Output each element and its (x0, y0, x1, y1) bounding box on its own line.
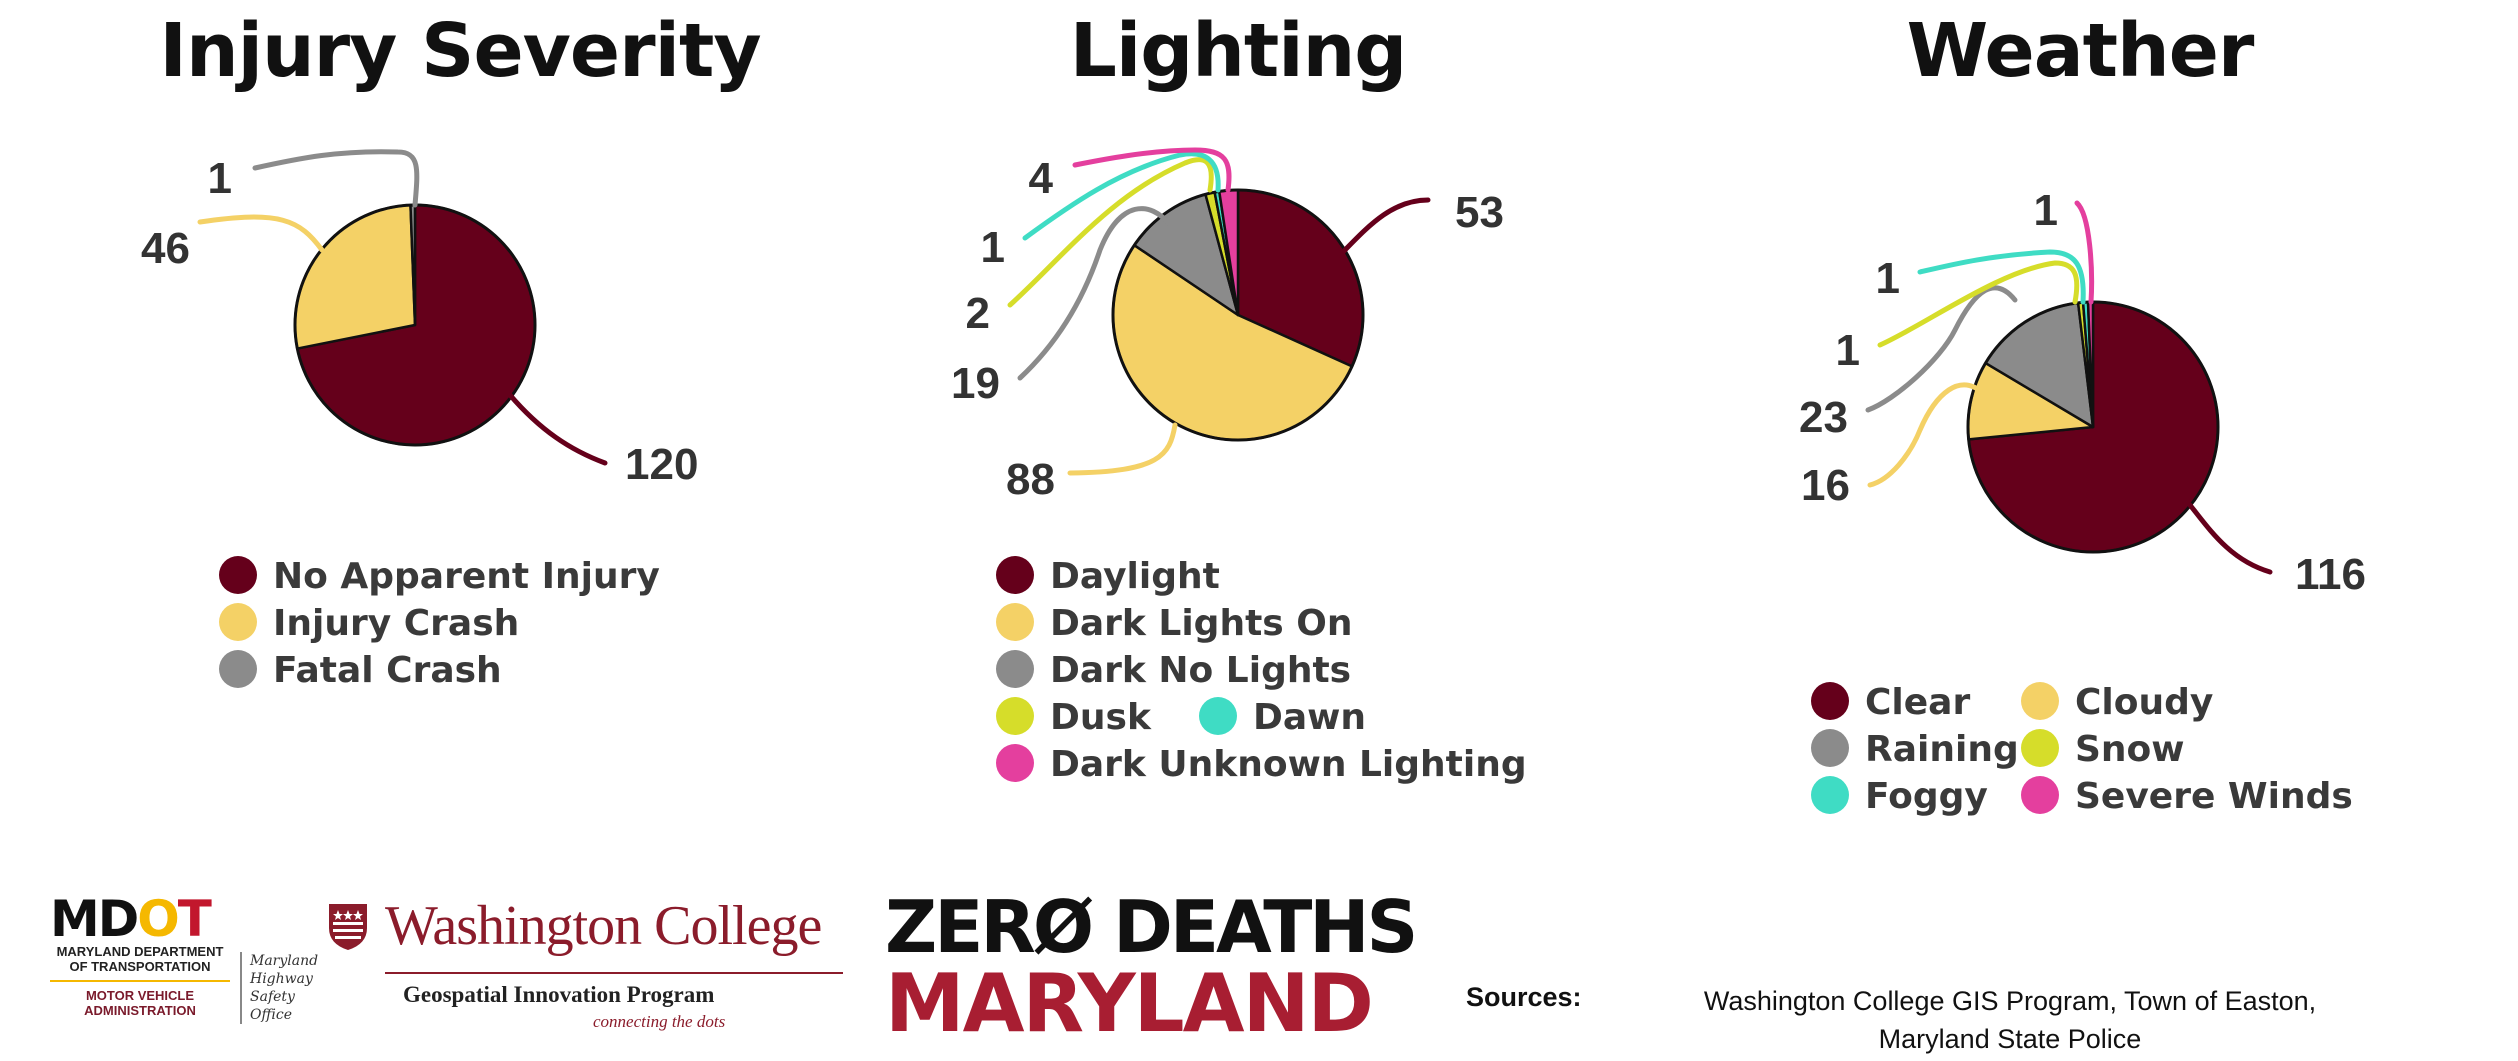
leader-line-raining (1865, 285, 2018, 413)
pie-charts-canvas: 120 46 1 No Apparent Injury Injury Crash Fata… (141, 147, 2366, 817)
value-label-snow: 1 (1836, 326, 1860, 375)
leader-line-cloudy (1867, 382, 1988, 488)
legend-label-fatal-crash: Fatal Crash (273, 650, 502, 691)
value-label-dark-lights-on: 88 (1006, 455, 1055, 504)
value-label-dusk: 2 (966, 289, 990, 338)
zero-deaths-logo: ZERØ DEATHS MARYLAND (885, 890, 1425, 1050)
legend-swatch-snow (2021, 729, 2059, 767)
legend-swatch-dark-no-lights (996, 650, 1034, 688)
legend-swatch-fatal-crash (219, 650, 257, 688)
value-label-foggy: 1 (1876, 254, 1900, 303)
legend-label-clear: Clear (1865, 682, 1970, 723)
college-seal-icon (329, 904, 367, 950)
legend-swatch-foggy (1811, 776, 1849, 814)
mdot-safety-office: Maryland Highway Safety Office (250, 953, 319, 1023)
value-label-dark-unknown-lighting: 4 (1029, 154, 1054, 203)
legend-label-cloudy: Cloudy (2075, 682, 2213, 723)
legend-swatch-dark-lights-on (996, 603, 1034, 641)
legend-label-dark-lights-on: Dark Lights On (1050, 603, 1352, 644)
pie-outline (1111, 188, 1365, 442)
value-label-severe-winds: 1 (2034, 186, 2058, 235)
washington-college-logo: Washington College Geospatial Innovation… (325, 894, 845, 1044)
injury-severity-title: Injury Severity (159, 8, 761, 94)
leader-line-dusk (1007, 157, 1214, 308)
legend-swatch-cloudy (2021, 682, 2059, 720)
value-label-dark-no-lights: 19 (951, 359, 1000, 408)
legend-swatch-no-apparent-injury (219, 556, 257, 594)
legend-swatch-severe-winds (2021, 776, 2059, 814)
sources-line2: Maryland State Police (1878, 1024, 2142, 1054)
zero-deaths-line1: ZERØ DEATHS (885, 885, 1418, 969)
zero-deaths-line2: MARYLAND (885, 957, 1374, 1050)
legend-label-dark-unknown-lighting: Dark Unknown Lighting (1050, 744, 1527, 785)
legend-label-foggy: Foggy (1865, 776, 1988, 817)
mdot-divider-line (50, 980, 230, 982)
legend-label-injury-crash: Injury Crash (273, 603, 519, 644)
legend-swatch-daylight (996, 556, 1034, 594)
mdot-logo: MDOT MARYLAND DEPARTMENT OF TRANSPORTATI… (50, 890, 318, 1044)
college-name: Washington College (385, 895, 822, 957)
sources-line1: Washington College GIS Program, Town of … (1703, 986, 2317, 1016)
legend-label-snow: Snow (2075, 729, 2185, 770)
sources-label: Sources: (1466, 982, 1582, 1012)
leader-line-dark-unknown-lighting (1072, 147, 1232, 193)
weather-title: Weather (1906, 8, 2255, 94)
value-label-cloudy: 16 (1801, 461, 1850, 510)
leader-line-daylight (1337, 197, 1431, 258)
college-rule (385, 972, 843, 974)
leader-line-severe-winds (2074, 200, 2095, 305)
legend-swatch-raining (1811, 729, 1849, 767)
legend-label-no-apparent-injury: No Apparent Injury (273, 556, 660, 597)
pie-slice-injury-crash (293, 203, 417, 350)
program-name: Geospatial Innovation Program (403, 982, 715, 1007)
legend-label-daylight: Daylight (1050, 556, 1220, 597)
leader-line-clear (2187, 502, 2273, 575)
value-label-injury-crash: 46 (141, 224, 190, 273)
leader-line-fatal-crash (252, 149, 420, 208)
value-label-no-apparent-injury: 120 (625, 440, 698, 489)
leader-line-dawn (1022, 151, 1221, 241)
value-label-clear: 116 (2295, 550, 2366, 599)
leader-line-dark-no-lights (1017, 206, 1173, 381)
legend-label-dusk: Dusk (1050, 697, 1152, 738)
value-label-dawn: 1 (981, 223, 1005, 272)
value-label-daylight: 53 (1455, 188, 1504, 237)
leader-line-no-apparent-injury (507, 392, 608, 466)
legend-swatch-clear (1811, 682, 1849, 720)
mdot-vertical-divider (240, 952, 242, 1024)
footer: MDOT MARYLAND DEPARTMENT OF TRANSPORTATI… (0, 880, 2518, 1061)
mdot-wordmark: MDOT (50, 890, 212, 948)
legend-label-severe-winds: Severe Winds (2075, 776, 2353, 817)
lighting-title: Lighting (1069, 8, 1408, 94)
leader-line-injury-crash (197, 214, 325, 253)
leader-line-snow (1877, 260, 2080, 348)
leader-line-dark-lights-on (1067, 422, 1178, 476)
legend-label-dawn: Dawn (1253, 697, 1366, 738)
legend-label-dark-no-lights: Dark No Lights (1050, 650, 1351, 691)
program-tagline: connecting the dots (593, 1012, 726, 1031)
mdot-department: MARYLAND DEPARTMENT OF TRANSPORTATION (56, 944, 224, 974)
legend-label-raining: Raining (1865, 729, 2019, 770)
mdot-administration: MOTOR VEHICLE ADMINISTRATION (84, 988, 196, 1018)
leader-line-foggy (1917, 249, 2086, 305)
legend-swatch-dark-unknown-lighting (996, 744, 1034, 782)
value-label-fatal-crash: 1 (208, 154, 232, 203)
legend-swatch-dawn (1199, 697, 1237, 735)
sources-text: Washington College GIS Program, Town of … (1660, 982, 2360, 1058)
legend-swatch-dusk (996, 697, 1034, 735)
value-label-raining: 23 (1799, 393, 1848, 442)
legend-swatch-injury-crash (219, 603, 257, 641)
